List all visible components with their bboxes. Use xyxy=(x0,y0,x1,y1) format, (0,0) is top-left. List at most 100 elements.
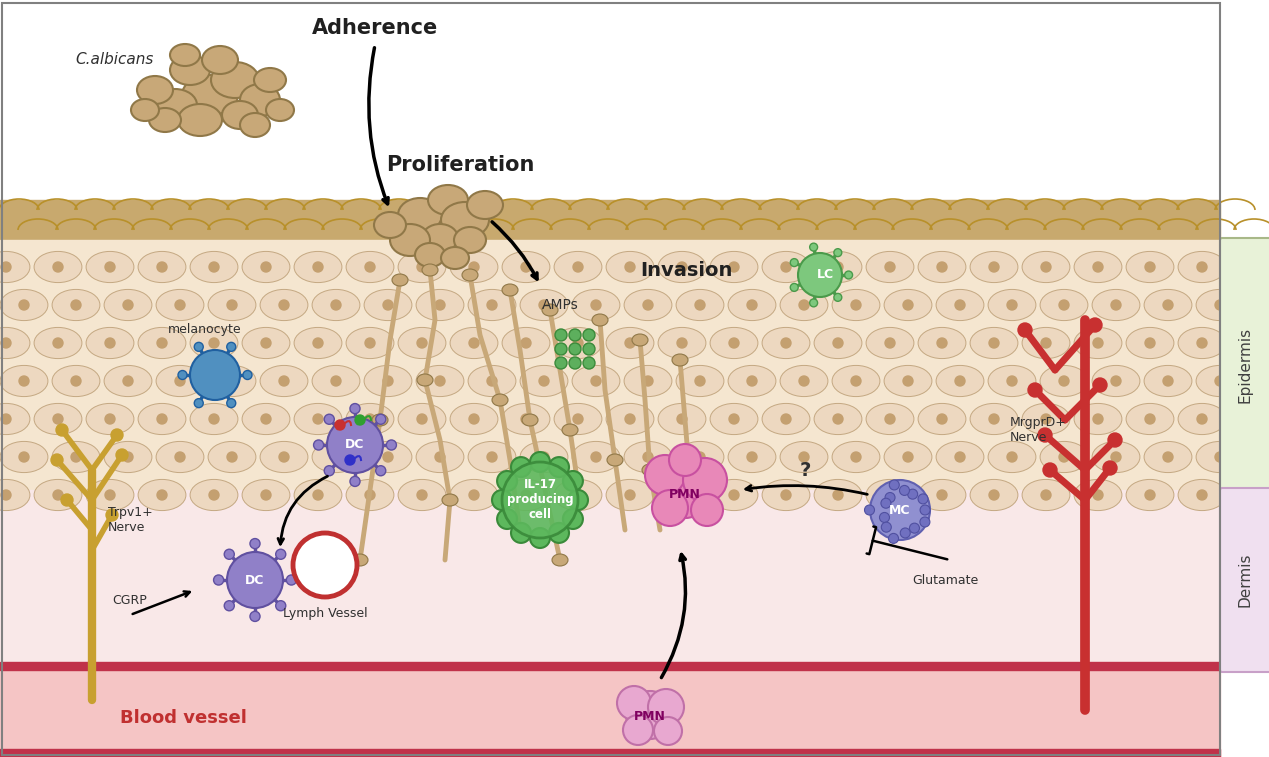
Circle shape xyxy=(569,329,581,341)
Ellipse shape xyxy=(294,479,341,510)
Ellipse shape xyxy=(450,479,497,510)
Ellipse shape xyxy=(989,289,1036,320)
Ellipse shape xyxy=(364,441,412,472)
Circle shape xyxy=(530,528,549,548)
Ellipse shape xyxy=(181,75,239,115)
Ellipse shape xyxy=(240,84,280,116)
Circle shape xyxy=(435,452,445,462)
Ellipse shape xyxy=(398,403,445,435)
Text: melanocyte: melanocyte xyxy=(169,323,242,337)
Circle shape xyxy=(791,283,798,291)
Circle shape xyxy=(569,490,588,510)
Ellipse shape xyxy=(208,366,256,397)
Circle shape xyxy=(1,262,11,272)
Circle shape xyxy=(683,458,727,502)
Ellipse shape xyxy=(0,479,30,510)
Circle shape xyxy=(884,414,895,424)
Ellipse shape xyxy=(970,479,1018,510)
Circle shape xyxy=(213,575,223,585)
Ellipse shape xyxy=(138,328,187,359)
Ellipse shape xyxy=(156,441,204,472)
Circle shape xyxy=(19,300,29,310)
Circle shape xyxy=(365,490,376,500)
Ellipse shape xyxy=(624,366,671,397)
Circle shape xyxy=(522,262,530,272)
Ellipse shape xyxy=(190,328,237,359)
Circle shape xyxy=(851,452,860,462)
Circle shape xyxy=(989,414,999,424)
Circle shape xyxy=(1249,262,1259,272)
Ellipse shape xyxy=(884,289,931,320)
Circle shape xyxy=(626,490,634,500)
Circle shape xyxy=(810,243,817,251)
Circle shape xyxy=(728,338,739,348)
Circle shape xyxy=(71,376,81,386)
Ellipse shape xyxy=(208,441,256,472)
Circle shape xyxy=(695,300,706,310)
Ellipse shape xyxy=(398,198,442,232)
Ellipse shape xyxy=(34,403,82,435)
Circle shape xyxy=(652,490,688,526)
Circle shape xyxy=(1088,318,1101,332)
Circle shape xyxy=(884,338,895,348)
Circle shape xyxy=(275,601,286,611)
Circle shape xyxy=(522,338,530,348)
Circle shape xyxy=(435,300,445,310)
Text: Epidermis: Epidermis xyxy=(1237,327,1253,403)
Circle shape xyxy=(582,329,595,341)
Circle shape xyxy=(1249,414,1259,424)
Circle shape xyxy=(883,491,893,501)
Ellipse shape xyxy=(52,366,100,397)
Ellipse shape xyxy=(1230,479,1269,510)
Ellipse shape xyxy=(763,479,810,510)
Circle shape xyxy=(747,300,758,310)
Ellipse shape xyxy=(86,251,135,282)
Ellipse shape xyxy=(520,441,569,472)
Circle shape xyxy=(1041,490,1051,500)
Circle shape xyxy=(877,528,887,538)
Circle shape xyxy=(522,414,530,424)
Circle shape xyxy=(937,262,947,272)
Circle shape xyxy=(832,490,843,500)
Ellipse shape xyxy=(34,328,82,359)
Circle shape xyxy=(626,414,634,424)
Circle shape xyxy=(105,338,115,348)
Circle shape xyxy=(1018,323,1032,337)
Circle shape xyxy=(261,262,272,272)
Ellipse shape xyxy=(154,89,197,121)
Circle shape xyxy=(871,480,930,540)
Circle shape xyxy=(1038,428,1052,442)
Circle shape xyxy=(989,490,999,500)
Circle shape xyxy=(1008,300,1016,310)
Circle shape xyxy=(365,414,376,424)
Circle shape xyxy=(209,414,220,424)
Ellipse shape xyxy=(1093,366,1140,397)
Circle shape xyxy=(209,338,220,348)
Circle shape xyxy=(1041,338,1051,348)
Ellipse shape xyxy=(1230,328,1269,359)
Circle shape xyxy=(175,376,185,386)
Circle shape xyxy=(1093,490,1103,500)
Circle shape xyxy=(1145,262,1155,272)
Circle shape xyxy=(851,376,860,386)
Bar xyxy=(0,670,1220,757)
Circle shape xyxy=(1145,338,1155,348)
Circle shape xyxy=(1093,414,1103,424)
Circle shape xyxy=(574,414,582,424)
Circle shape xyxy=(884,262,895,272)
Ellipse shape xyxy=(555,328,602,359)
Circle shape xyxy=(227,300,237,310)
Ellipse shape xyxy=(1178,251,1226,282)
Circle shape xyxy=(470,338,478,348)
Ellipse shape xyxy=(917,479,966,510)
Ellipse shape xyxy=(0,441,48,472)
Circle shape xyxy=(582,357,595,369)
Ellipse shape xyxy=(346,328,393,359)
Text: LC: LC xyxy=(816,269,834,282)
Ellipse shape xyxy=(1074,479,1122,510)
Ellipse shape xyxy=(34,251,82,282)
Ellipse shape xyxy=(1145,366,1192,397)
Ellipse shape xyxy=(104,289,152,320)
Ellipse shape xyxy=(865,479,914,510)
Circle shape xyxy=(275,550,286,559)
